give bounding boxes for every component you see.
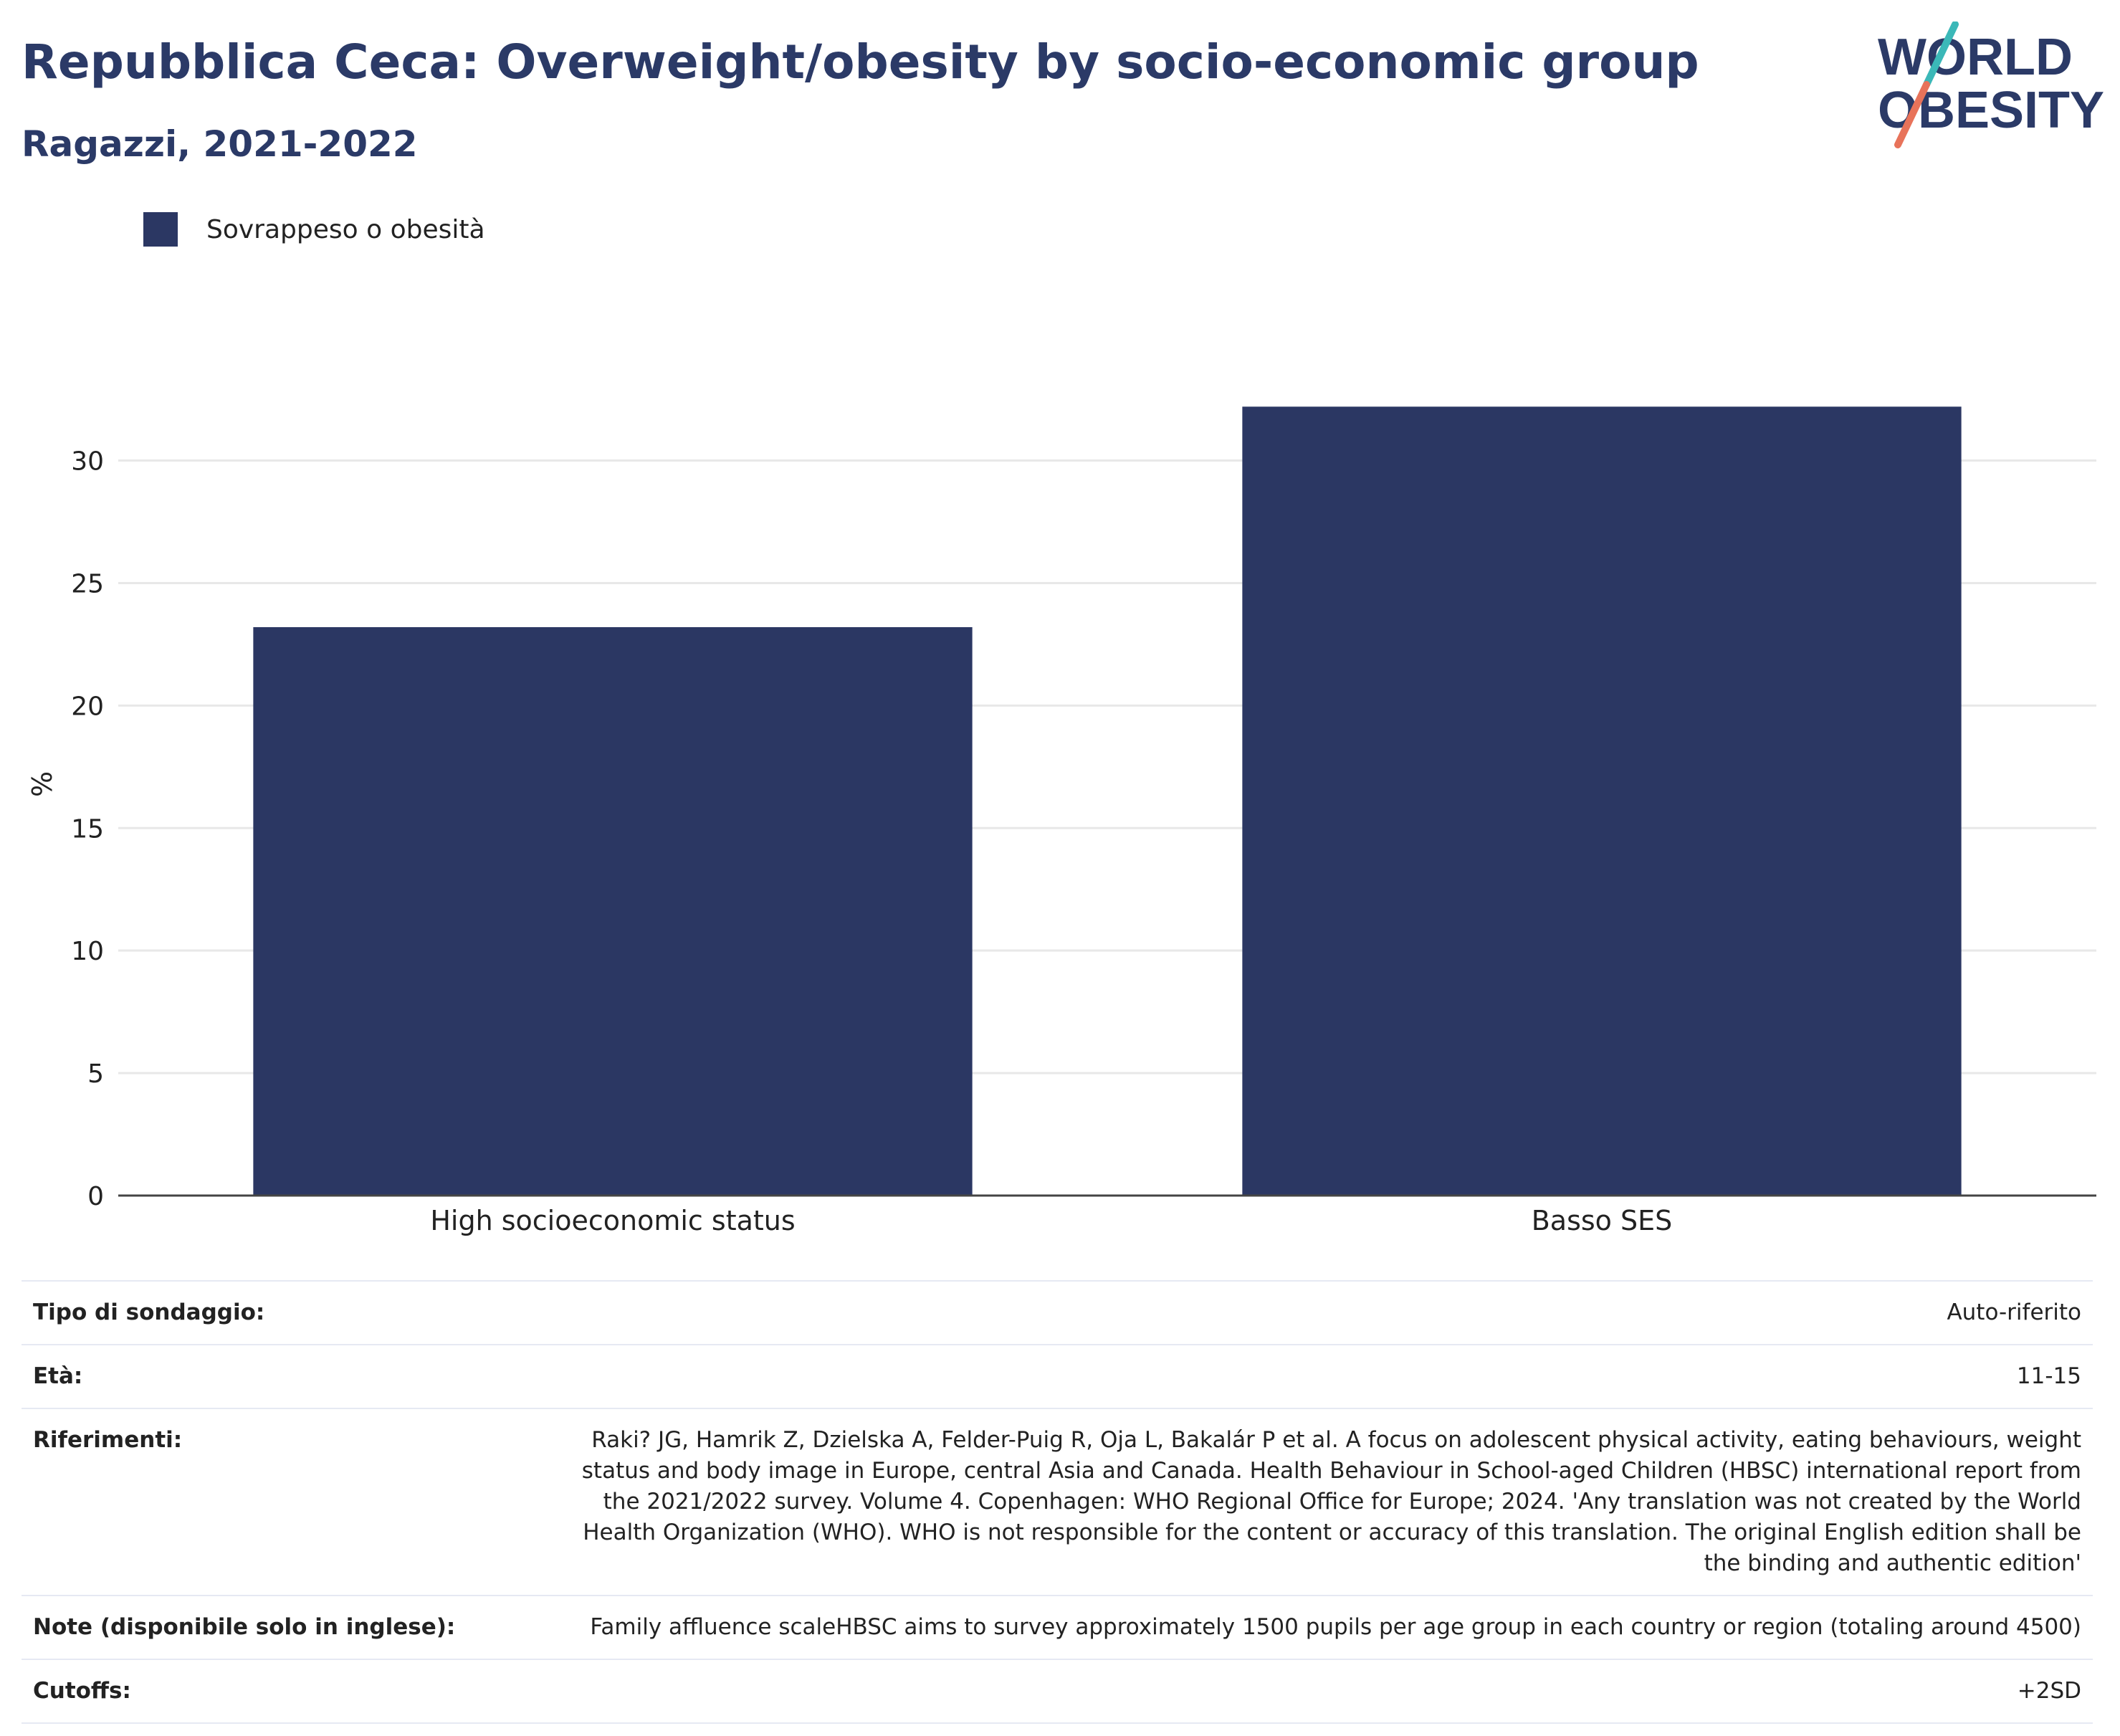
y-tick-label: 30 <box>71 447 104 477</box>
info-row-cutoffs: Cutoffs: +2SD <box>22 1659 2093 1724</box>
y-tick-label: 20 <box>71 692 104 721</box>
info-value: Auto-riferito <box>560 1280 2093 1345</box>
y-tick-label: 10 <box>71 937 104 966</box>
bar <box>1242 406 1962 1196</box>
y-tick-label: 25 <box>71 569 104 598</box>
bar <box>253 626 973 1196</box>
info-row-references: Riferimenti: Raki? JG, Hamrik Z, Dzielsk… <box>22 1408 2093 1596</box>
info-key: Cutoffs: <box>22 1659 560 1724</box>
x-tick-label: High socioeconomic status <box>430 1205 795 1236</box>
info-table: Tipo di sondaggio: Auto-riferito Età: 11… <box>22 1280 2093 1724</box>
logo-line1: WORLD <box>1878 29 2073 86</box>
logo-slash-top <box>1923 22 1959 88</box>
bars <box>253 406 1962 1196</box>
world-obesity-logo: WORLD OBESITY <box>1878 22 2104 148</box>
info-key: Tipo di sondaggio: <box>22 1280 560 1345</box>
info-row-survey-type: Tipo di sondaggio: Auto-riferito <box>22 1280 2093 1345</box>
axes: 0 5 10 15 20 25 30 High socioeconomic status Bas… <box>27 447 2096 1236</box>
info-key: Note (disponibile solo in inglese): <box>22 1595 560 1660</box>
y-axis-label: % <box>27 771 58 797</box>
info-value: Family affluence scaleHBSC aims to surve… <box>560 1595 2093 1660</box>
info-value: +2SD <box>560 1659 2093 1724</box>
y-tick-label: 0 <box>87 1182 104 1211</box>
logo-slash-bottom <box>1894 81 1930 148</box>
y-tick-label: 5 <box>87 1059 104 1089</box>
info-row-notes: Note (disponibile solo in inglese): Fami… <box>22 1595 2093 1660</box>
info-key: Età: <box>22 1344 560 1409</box>
chart-title: Repubblica Ceca: Overweight/obesity by s… <box>22 34 1699 90</box>
bar-chart: 0 5 10 15 20 25 30 High socioeconomic status Bas… <box>27 406 2096 1236</box>
y-tick-label: 15 <box>71 814 104 844</box>
info-row-age: Età: 11-15 <box>22 1344 2093 1409</box>
x-tick-label: Basso SES <box>1532 1205 1673 1236</box>
legend: Sovrappeso o obesità <box>143 212 485 247</box>
info-key: Riferimenti: <box>22 1408 560 1596</box>
legend-label: Sovrappeso o obesità <box>206 214 485 244</box>
info-value: 11-15 <box>560 1344 2093 1409</box>
legend-swatch <box>143 212 178 247</box>
chart-subtitle: Ragazzi, 2021-2022 <box>22 123 418 165</box>
info-value: Raki? JG, Hamrik Z, Dzielska A, Felder-P… <box>560 1408 2093 1596</box>
